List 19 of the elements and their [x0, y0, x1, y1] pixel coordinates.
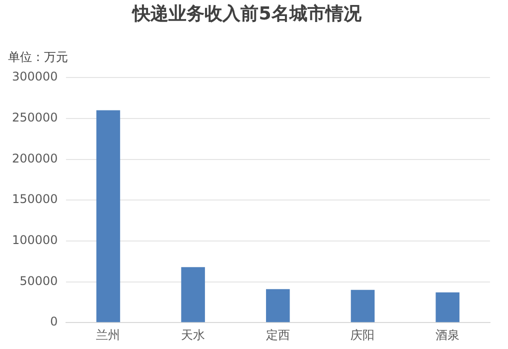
x-tick-label: 定西: [266, 328, 290, 342]
y-tick-label: 250000: [12, 110, 58, 125]
y-tick-label: 200000: [12, 151, 58, 166]
x-tick-label: 天水: [181, 328, 206, 342]
x-tick-label: 兰州: [96, 328, 120, 342]
chart-title: 快递业务收入前5名城市情况: [132, 3, 362, 24]
x-tick-label: 庆阳: [350, 328, 375, 342]
bar: [350, 290, 375, 322]
bar: [96, 110, 120, 322]
y-tick-label: 300000: [12, 70, 58, 84]
y-axis-title: 单位：万元: [8, 50, 68, 64]
y-tick-label: 50000: [20, 274, 58, 288]
y-tick-label: 150000: [12, 192, 58, 206]
y-tick-label: 0: [50, 314, 58, 329]
y-tick-label: 100000: [12, 233, 58, 248]
x-tick-label: 酒泉: [436, 328, 460, 342]
bar: [181, 267, 205, 322]
bar: [436, 292, 460, 322]
bar: [266, 289, 290, 322]
